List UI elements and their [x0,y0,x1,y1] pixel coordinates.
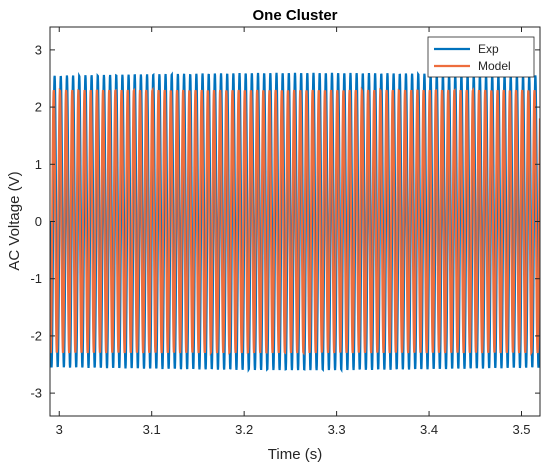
plot-layer [50,27,540,416]
x-tick-label: 3 [56,422,63,437]
legend: Exp Model [427,36,535,78]
axes-layer: 3 3.1 3.2 3.3 3.4 3.5 -3 -2 -1 0 1 2 3 [30,26,541,437]
chart-title: One Cluster [252,7,337,24]
x-tick-label: 3.1 [143,422,161,437]
legend-label-model: Model [478,59,511,73]
x-tick-label: 3.4 [420,422,438,437]
x-tick-label: 3.5 [512,422,530,437]
y-tick-label: 2 [35,100,42,115]
y-tick-label: -3 [30,386,42,401]
x-tick-label: 3.2 [235,422,253,437]
legend-box [427,36,535,78]
x-tick-label: 3.3 [328,422,346,437]
y-tick-label: 1 [35,157,42,172]
y-tick-label: 3 [35,42,42,57]
x-axis-label: Time (s) [268,446,322,463]
legend-label-exp: Exp [478,42,499,56]
series-line-model [50,86,540,357]
y-tick-label: -2 [30,328,42,343]
y-axis-label: AC Voltage (V) [6,171,23,270]
series-line-exp [50,71,540,373]
y-tick-label: -1 [30,271,42,286]
y-tick-label: 0 [35,214,42,229]
